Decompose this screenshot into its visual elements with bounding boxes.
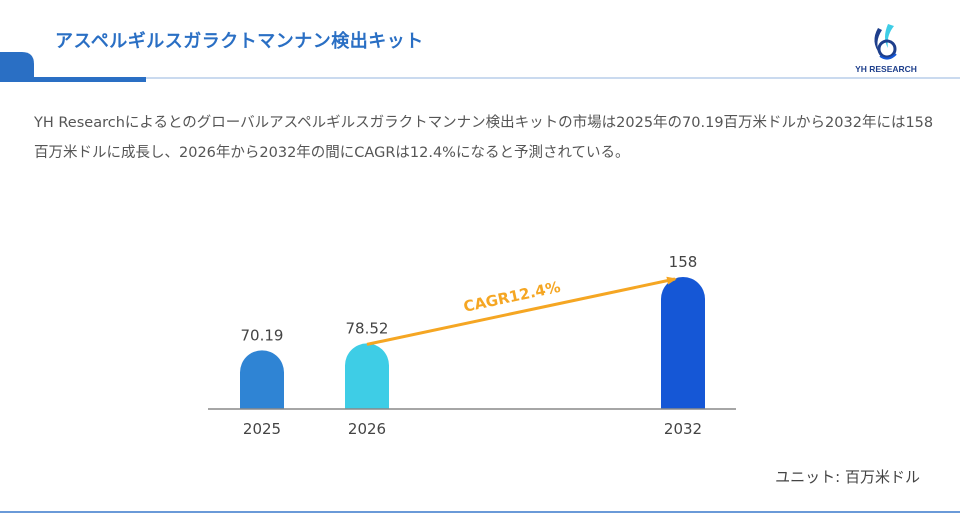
category-label-2032: 2032 [664, 420, 702, 438]
category-label-2025: 2025 [243, 420, 281, 438]
yh-research-logo: YH RESEARCH [848, 20, 924, 78]
unit-label: ユニット: 百万米ドル [775, 468, 920, 486]
value-label-2026: 78.52 [346, 319, 389, 337]
market-description: YH Researchによるとのグローバルアスペルギルスガラクトマンナン検出キッ… [34, 115, 934, 161]
bar-2032 [661, 277, 705, 409]
logo-text: YH RESEARCH [855, 64, 917, 74]
value-label-2025: 70.19 [241, 326, 284, 344]
logo-mark-icon [874, 24, 897, 60]
bar-2026 [345, 343, 389, 409]
value-label-2032: 158 [669, 253, 698, 271]
page-title: アスペルギルスガラクトマンナン検出キット [55, 31, 424, 52]
header-decoration [0, 52, 960, 82]
cagr-label: CAGR12.4% [462, 278, 562, 316]
cagr-arrow [366, 276, 677, 346]
category-label-2026: 2026 [348, 420, 386, 438]
bar-2025 [240, 350, 284, 409]
bottom-divider [0, 511, 960, 513]
